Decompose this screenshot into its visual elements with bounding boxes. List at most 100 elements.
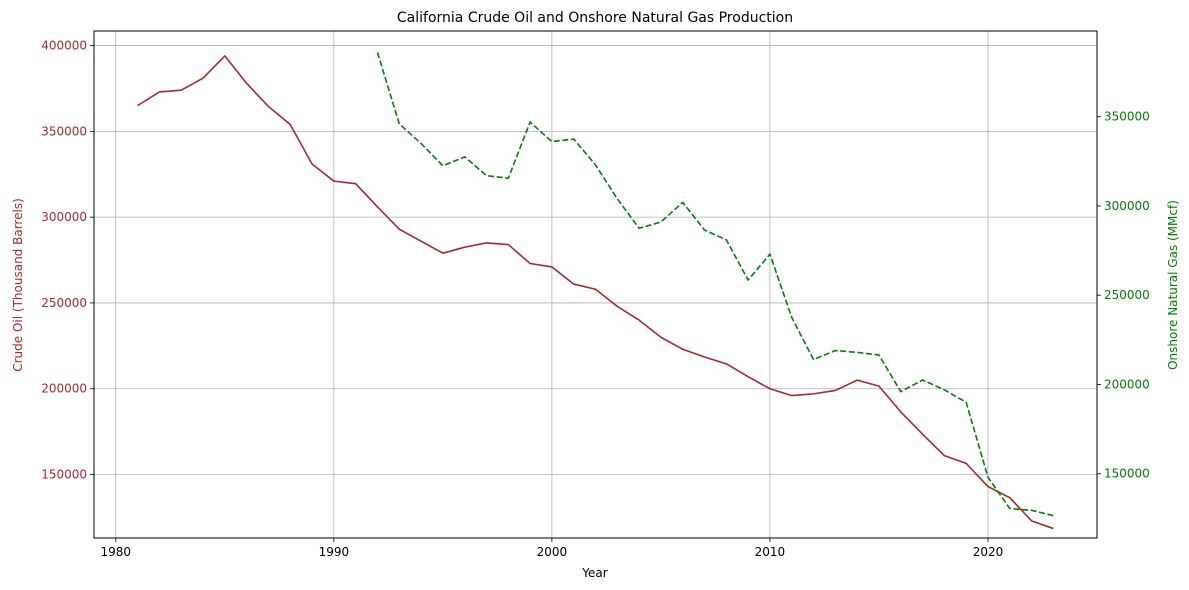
crude-oil-point	[266, 104, 270, 108]
crude-oil-point	[419, 239, 423, 243]
natural-gas-point	[812, 357, 816, 361]
crude-oil-point	[1008, 496, 1012, 500]
crude-oil-point	[659, 335, 663, 339]
crude-oil-point	[964, 461, 968, 465]
left-tick-label: 150000	[41, 468, 87, 482]
natural-gas-point	[615, 197, 619, 201]
natural-gas-point	[724, 238, 728, 242]
x-tick-label: 2010	[755, 545, 786, 559]
crude-oil-point	[354, 182, 358, 186]
natural-gas-point	[921, 378, 925, 382]
crude-oil-point	[1051, 527, 1055, 531]
crude-oil-point	[899, 410, 903, 414]
crude-oil-point	[572, 282, 576, 286]
natural-gas-point	[703, 228, 707, 232]
crude-oil-point	[310, 162, 314, 166]
crude-oil-point	[724, 362, 728, 366]
crude-oil-point	[812, 392, 816, 396]
x-tick-label: 1990	[319, 545, 350, 559]
natural-gas-point	[419, 141, 423, 145]
crude-oil-point	[223, 54, 227, 58]
left-axis-ticks: 150000 200000 250000 300000 350000 400000	[41, 39, 94, 482]
right-axis-label: Onshore Natural Gas (MMcf)	[1166, 200, 1180, 370]
natural-gas-point	[463, 155, 467, 159]
plot-frame	[93, 30, 1098, 539]
crude-oil-point	[179, 88, 183, 92]
crude-oil-point	[441, 251, 445, 255]
right-axis-ticks: 150000 200000 250000 300000 350000	[1097, 110, 1150, 481]
crude-oil-point	[201, 76, 205, 80]
crude-oil-point	[921, 432, 925, 436]
crude-oil-point	[288, 123, 292, 127]
crude-oil-point	[877, 384, 881, 388]
natural-gas-point	[855, 350, 859, 354]
crude-oil-point	[942, 454, 946, 458]
natural-gas-point	[484, 174, 488, 178]
natural-gas-point	[790, 316, 794, 320]
crude-oil-point	[637, 318, 641, 322]
natural-gas-point	[768, 252, 772, 256]
left-tick-label: 400000	[41, 39, 87, 53]
crude-oil-point	[332, 179, 336, 183]
crude-oil-point	[397, 227, 401, 231]
natural-gas-point	[899, 390, 903, 394]
right-tick-label: 200000	[1104, 377, 1150, 391]
crude-oil-point	[615, 304, 619, 308]
x-axis-label: Year	[581, 566, 607, 580]
right-tick-label: 150000	[1104, 467, 1150, 481]
crude-oil-point	[550, 265, 554, 269]
crude-oil-point	[157, 90, 161, 94]
natural-gas-point	[1030, 508, 1034, 512]
grid-lines	[94, 31, 1097, 538]
crude-oil-point	[245, 81, 249, 85]
chart-title: California Crude Oil and Onshore Natural…	[397, 10, 793, 26]
natural-gas-point	[594, 163, 598, 167]
natural-gas-point	[528, 120, 532, 124]
right-tick-label: 350000	[1104, 110, 1150, 124]
left-tick-label: 250000	[41, 296, 87, 310]
crude-oil-point	[833, 388, 837, 392]
crude-oil-point	[681, 347, 685, 351]
natural-gas-point	[375, 50, 379, 54]
crude-oil-point	[703, 355, 707, 359]
natural-gas-point	[986, 475, 990, 479]
crude-oil-point	[528, 261, 532, 265]
natural-gas-point	[746, 278, 750, 282]
natural-gas-point	[681, 200, 685, 204]
crude-oil-point	[1030, 519, 1034, 523]
natural-gas-point	[877, 353, 881, 357]
natural-gas-point	[964, 400, 968, 404]
natural-gas-point	[506, 176, 510, 180]
series-layer	[137, 50, 1055, 531]
natural-gas-point	[659, 220, 663, 224]
crude-oil-line	[137, 55, 1054, 530]
left-tick-label: 350000	[41, 124, 87, 138]
crude-oil-point	[746, 375, 750, 379]
x-axis-ticks: 1980 1990 2000 2010 2020	[101, 538, 1004, 559]
crude-oil-point	[768, 387, 772, 391]
crude-oil-point	[790, 394, 794, 398]
crude-oil-point	[594, 287, 598, 291]
natural-gas-point	[572, 137, 576, 141]
natural-gas-point	[397, 122, 401, 126]
left-tick-label: 200000	[41, 382, 87, 396]
natural-gas-line	[376, 52, 1054, 517]
left-axis-label: Crude Oil (Thousand Barrels)	[11, 198, 25, 372]
left-tick-label: 300000	[41, 210, 87, 224]
crude-oil-point	[484, 241, 488, 245]
natural-gas-point	[550, 140, 554, 144]
crude-oil-point	[375, 205, 379, 209]
crude-oil-point	[506, 243, 510, 247]
natural-gas-point	[637, 226, 641, 230]
x-tick-label: 2020	[973, 545, 1004, 559]
natural-gas-point	[441, 164, 445, 168]
crude-oil-point	[855, 378, 859, 382]
right-tick-label: 250000	[1104, 288, 1150, 302]
natural-gas-point	[833, 349, 837, 353]
x-tick-label: 2000	[537, 545, 568, 559]
natural-gas-point	[1008, 507, 1012, 511]
right-tick-label: 300000	[1104, 199, 1150, 213]
x-tick-label: 1980	[101, 545, 132, 559]
